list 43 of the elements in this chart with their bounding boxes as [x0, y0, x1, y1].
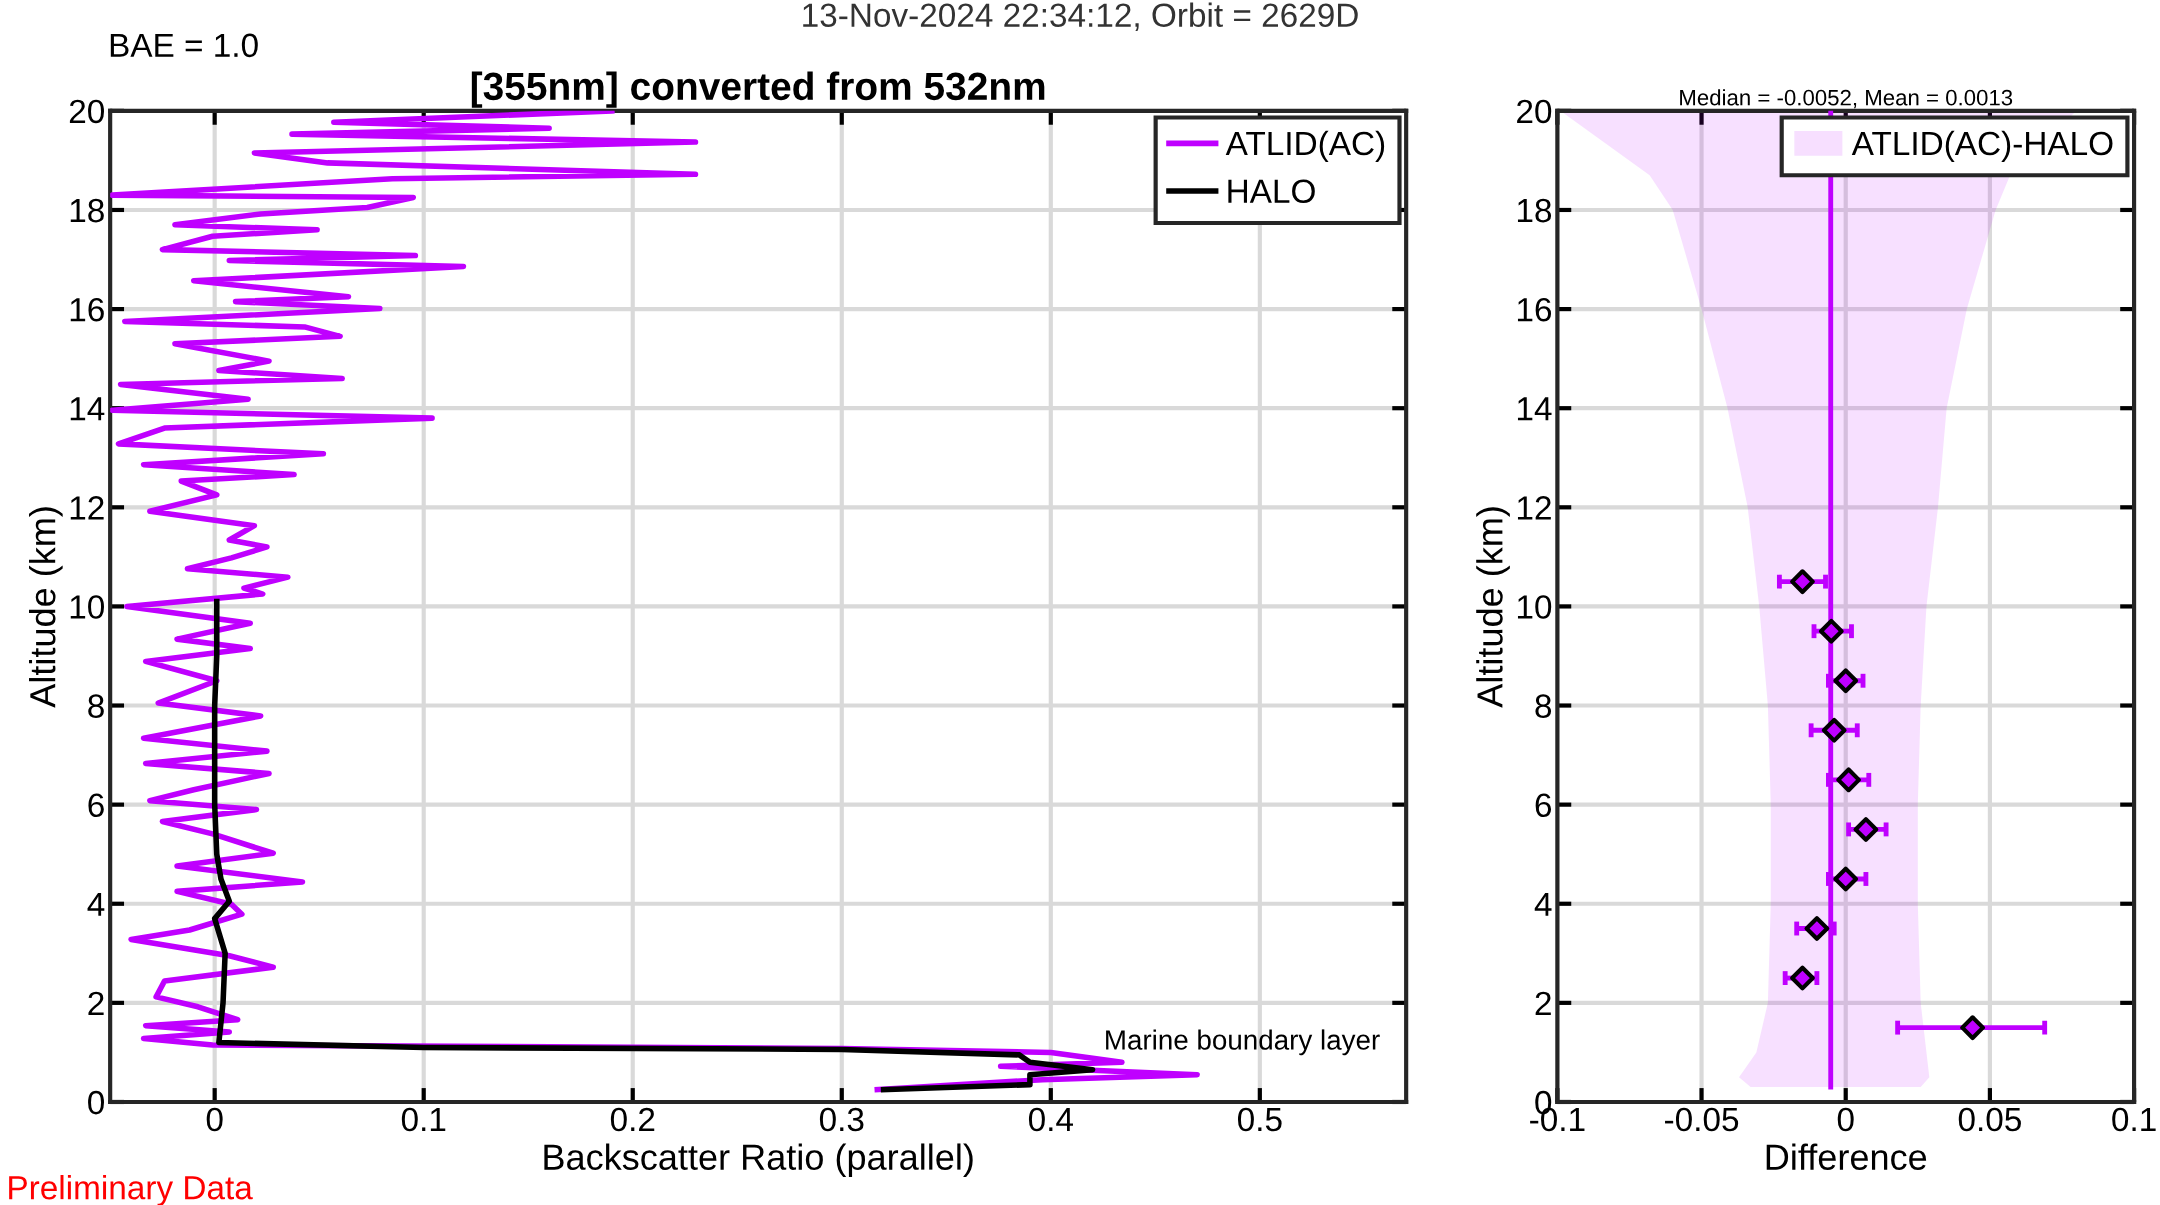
y-axis-title: Altitude (km) — [29, 507, 63, 708]
y-tick-label: 16 — [70, 297, 104, 322]
x-tick-label: -0.05 — [1665, 1107, 1739, 1132]
y-tick-label: 18 — [70, 198, 104, 223]
legend-label: HALO — [1228, 179, 1315, 204]
x-tick-label: 0.3 — [819, 1107, 864, 1132]
y-tick-label: 20 — [69, 99, 104, 124]
text: BAE = 1.0 — [110, 33, 258, 58]
legend-label: ATLID(AC) — [1225, 130, 1385, 162]
y-tick-label: 12 — [70, 496, 104, 520]
y-tick-label: 8 — [88, 694, 104, 718]
y-tick-label: 0 — [88, 1090, 104, 1115]
chart-title: [355nm] converted from 532nm — [471, 71, 1045, 108]
y-tick-label: 2 — [1535, 991, 1551, 1015]
x-axis-title: Difference — [1766, 1143, 1927, 1170]
y-tick-label: 6 — [88, 793, 104, 818]
x-tick-label: 0.5 — [1237, 1107, 1282, 1132]
x-tick-label: 0.05 — [1958, 1107, 2021, 1132]
y-axis-title: Altitude (km) — [1476, 507, 1510, 708]
chart-title: Median = -0.0052, Mean = 0.0013 — [1680, 89, 2013, 109]
x-tick-label: 0.1 — [401, 1107, 446, 1132]
y-tick-label: 6 — [1535, 793, 1552, 818]
x-axis-title: Backscatter Ratio (parallel) — [544, 1143, 973, 1178]
y-tick-label: 18 — [1517, 198, 1552, 223]
y-tick-label: 8 — [1535, 694, 1552, 718]
y-tick-label: 4 — [87, 892, 105, 916]
x-tick-label: 0 — [1837, 1107, 1854, 1132]
legend-label: ATLID(AC)-HALO — [1851, 130, 2113, 162]
annotation: Marine boundary layer — [1106, 1029, 1380, 1056]
y-tick-label: 20 — [1517, 99, 1552, 124]
text: 13-Nov-2024 22:34:12, Orbit = 2629D — [803, 2, 1358, 31]
y-tick-label: 4 — [1534, 892, 1552, 916]
y-tick-label: 10 — [1517, 595, 1552, 619]
y-tick-label: 12 — [1517, 496, 1551, 520]
y-tick-label: 10 — [70, 595, 104, 619]
y-tick-label: 16 — [1517, 297, 1552, 322]
x-tick-label: 0.2 — [610, 1107, 655, 1132]
x-tick-label: 0.1 — [2112, 1107, 2156, 1132]
x-tick-label: 0.4 — [1028, 1107, 1073, 1132]
y-tick-label: 14 — [70, 397, 105, 421]
x-tick-label: 0 — [206, 1107, 223, 1132]
y-tick-label: 2 — [88, 991, 104, 1015]
y-tick-label: 14 — [1517, 397, 1552, 421]
